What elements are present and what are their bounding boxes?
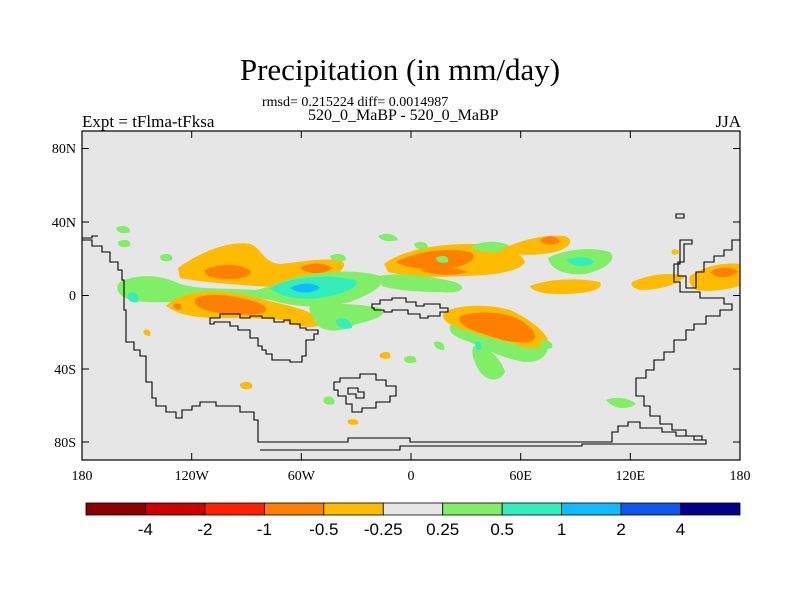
- contour-orange: [300, 263, 332, 274]
- colorbar-swatch: [145, 502, 206, 516]
- experiment-label: Expt = tFlma-tFksa: [82, 112, 215, 131]
- contour-green: [414, 241, 428, 250]
- coastline: [371, 297, 449, 319]
- contour-green: [118, 239, 131, 248]
- colorbar-swatch: [263, 502, 325, 516]
- colorbar-label: 0.5: [490, 520, 514, 539]
- coastline: [82, 239, 707, 451]
- colorbar-swatch: [561, 502, 622, 516]
- colorbar-label: -4: [138, 520, 153, 539]
- contour-yellow: [530, 279, 601, 294]
- axis-ticks: [81, 131, 741, 460]
- contour-green: [160, 253, 173, 262]
- x-tick-label: 60E: [509, 469, 532, 484]
- contour-cyan: [566, 257, 594, 267]
- contour-cyan: [475, 341, 482, 350]
- map-title: Precipitation (in mm/day): [239, 52, 561, 87]
- map-subtitle: 520_0_MaBP - 520_0_MaBP: [308, 107, 499, 124]
- y-tick-label: 40N: [52, 216, 76, 231]
- contour-yellow: [347, 419, 359, 425]
- contour-green: [116, 225, 130, 234]
- x-tick-label: 180: [730, 469, 751, 484]
- colorbar-label: -0.25: [364, 520, 403, 539]
- colorbar-swatch: [501, 502, 563, 516]
- contour-orange: [173, 303, 182, 310]
- x-tick-label: 120E: [616, 469, 646, 484]
- coastline: [82, 235, 98, 239]
- contour-green: [436, 255, 449, 263]
- colorbar-swatch: [323, 502, 384, 516]
- x-tick-label: 60W: [288, 469, 316, 484]
- contour-orange: [204, 264, 251, 280]
- contour-yellow: [671, 249, 679, 255]
- precip-contours: [116, 225, 740, 425]
- contour-green: [470, 241, 510, 253]
- contour-yellow: [143, 329, 151, 336]
- contour-orange: [459, 312, 535, 343]
- colorbar-label: 0.25: [426, 520, 459, 539]
- x-tick-label: 120W: [175, 469, 210, 484]
- colorbar-label: 1: [557, 520, 566, 539]
- contour-green: [330, 253, 346, 262]
- contour-orange: [540, 236, 560, 245]
- colorbar-swatch: [442, 502, 503, 516]
- contour-yellow: [379, 351, 391, 359]
- contour-orange: [710, 267, 738, 278]
- colorbar-label: 2: [616, 520, 625, 539]
- x-tick-labels: 180 120W 60W 0 60E 120E 180: [72, 469, 751, 484]
- colorbar-swatch: [204, 502, 265, 516]
- coastline: [635, 239, 740, 441]
- contour-green: [378, 233, 398, 242]
- contour-yellow: [240, 381, 253, 390]
- contour-green: [540, 340, 553, 349]
- y-tick-label: 80S: [54, 436, 76, 451]
- contour-green: [323, 396, 335, 405]
- colorbar: -4 -2 -1 -0.5 -0.25 0.25 0.5 1 2 4: [85, 502, 741, 539]
- colorbar-label: -0.5: [309, 520, 338, 539]
- stats-line: rmsd= 0.215224 diff= 0.0014987: [262, 95, 449, 110]
- contour-blue: [290, 283, 320, 293]
- y-tick-label: 40S: [54, 363, 76, 378]
- coastline: [675, 213, 685, 219]
- coastline: [333, 373, 397, 413]
- colorbar-label: -2: [197, 520, 212, 539]
- coastlines: [82, 213, 740, 451]
- contour-orange: [420, 267, 468, 275]
- x-tick-label: 0: [408, 469, 415, 484]
- contour-orange: [396, 250, 474, 270]
- colorbar-swatch: [620, 502, 681, 516]
- y-tick-labels: 80N 40N 0 40S 80S: [52, 142, 76, 451]
- colorbar-label: 4: [676, 520, 685, 539]
- contour-green: [606, 397, 636, 409]
- x-tick-label: 180: [72, 469, 93, 484]
- colorbar-swatch: [85, 502, 146, 516]
- y-tick-label: 0: [69, 289, 76, 304]
- colorbar-swatch: [382, 502, 444, 516]
- contour-green: [434, 341, 445, 350]
- contour-green: [404, 355, 417, 364]
- contour-cyan: [336, 318, 352, 329]
- y-tick-label: 80N: [52, 142, 76, 157]
- coastline: [347, 387, 365, 399]
- contour-green: [309, 303, 384, 331]
- contour-green: [380, 274, 463, 293]
- contour-green: [472, 346, 505, 380]
- contour-cyan: [127, 292, 139, 303]
- coastline: [209, 313, 319, 363]
- contour-yellow: [631, 274, 685, 290]
- season-label: JJA: [715, 112, 741, 131]
- colorbar-label: -1: [257, 520, 272, 539]
- colorbar-swatch: [680, 502, 741, 516]
- contour-orange: [194, 295, 267, 315]
